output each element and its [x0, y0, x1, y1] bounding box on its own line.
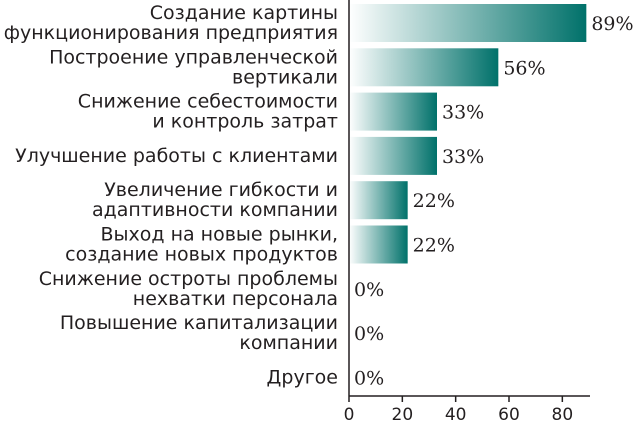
value-label-4: 33% [442, 146, 484, 168]
bar-4 [349, 136, 437, 175]
value-label-3: 33% [442, 102, 484, 124]
category-label-6-line-1: Выход на новые рынки, [100, 224, 338, 246]
category-label-8-line-1: Повышение капитализации [60, 312, 338, 334]
category-label-6-line-2: создание новых продуктов [65, 244, 338, 266]
bar-2 [349, 48, 499, 87]
bar-3 [349, 92, 437, 131]
category-label-2-line-1: Построение управленческой [49, 46, 338, 68]
category-label-3-line-1: Снижение себестоимости [78, 91, 338, 113]
category-label-3-line-2: и контроль затрат [152, 111, 338, 133]
category-label-2-line-2: вертикали [232, 66, 338, 88]
x-tick-label-80: 80 [552, 405, 574, 425]
bar-5 [349, 181, 408, 220]
value-label-7: 0% [354, 279, 384, 301]
bar-6 [349, 225, 408, 264]
bar-1 [349, 4, 587, 42]
bars [349, 4, 587, 264]
value-label-9: 0% [354, 367, 384, 389]
category-label-5-line-2: адаптивности компании [92, 199, 338, 221]
category-label-1-line-1: Создание картины [150, 2, 338, 24]
category-label-5-line-1: Увеличение гибкости и [104, 179, 338, 201]
category-label-1-line-2: функционирования предприятия [4, 22, 338, 44]
category-label-4-line-1: Улучшение работы с клиентами [15, 145, 338, 167]
category-label-8-line-2: компании [239, 332, 338, 354]
category-label-7-line-1: Снижение остроты проблемы [39, 268, 338, 290]
x-tick-label-40: 40 [445, 405, 467, 425]
x-tick-label-0: 0 [344, 405, 355, 425]
x-tick-label-20: 20 [392, 405, 414, 425]
category-label-9-line-1: Другое [267, 366, 338, 388]
value-label-1: 89% [591, 13, 633, 35]
category-label-7-line-2: нехватки персонала [133, 288, 338, 310]
value-label-2: 56% [503, 57, 545, 79]
value-label-6: 22% [413, 235, 455, 257]
value-labels: 89% 56% 33% 33% 22% 22% 0% 0% 0% [354, 13, 634, 389]
value-label-5: 22% [413, 190, 455, 212]
x-tick-label-60: 60 [498, 405, 520, 425]
value-label-8: 0% [354, 323, 384, 345]
x-axis: 0 20 40 60 80 [344, 0, 590, 425]
